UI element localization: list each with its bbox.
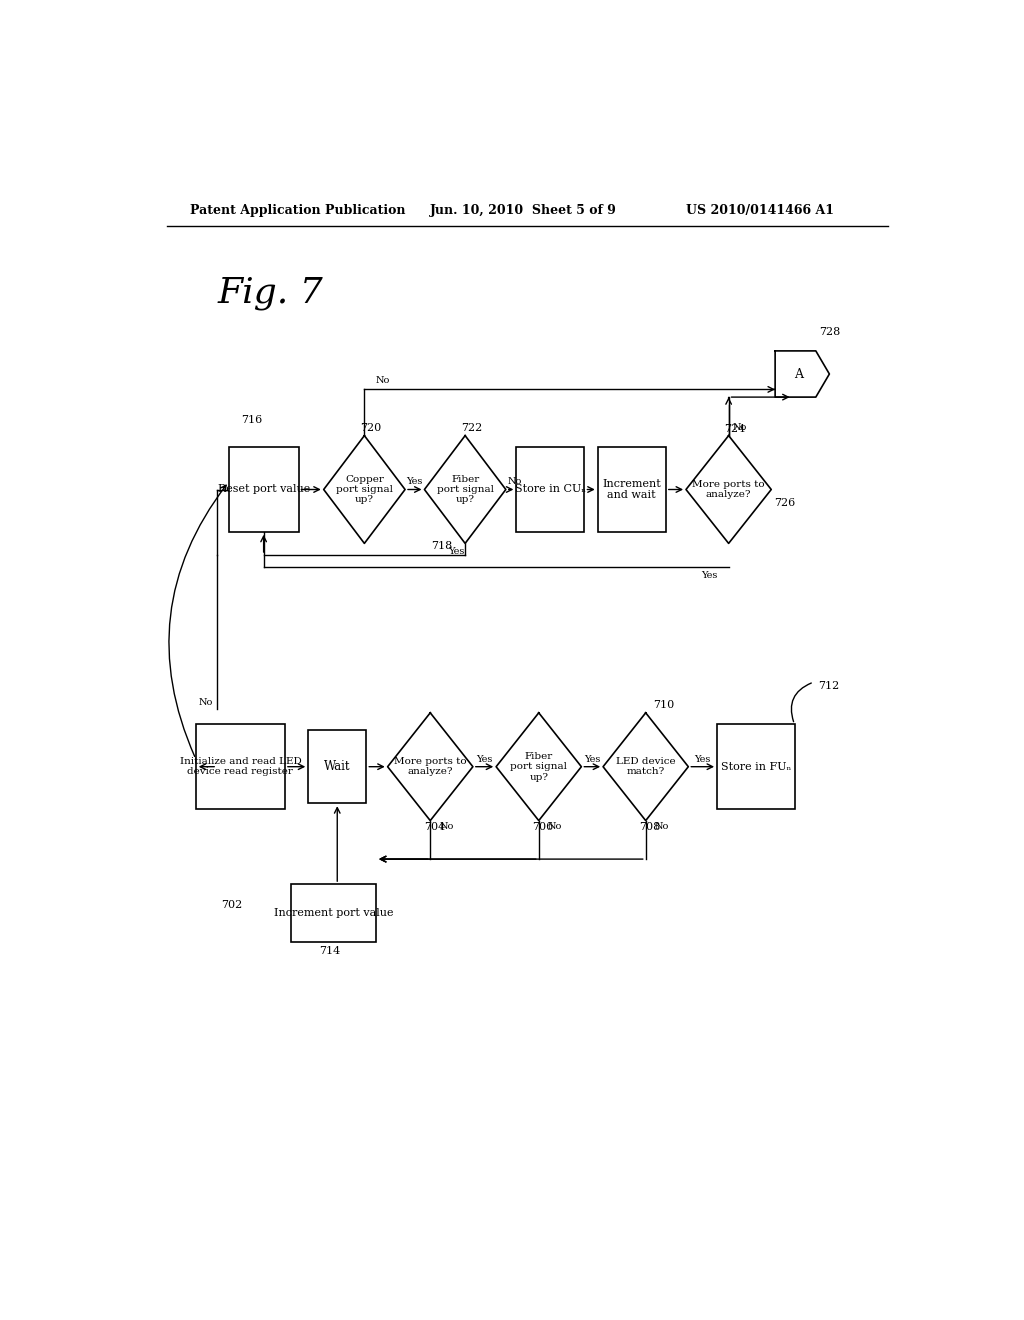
Text: Fig. 7: Fig. 7 (217, 276, 323, 310)
Text: Wait: Wait (324, 760, 350, 774)
Text: No: No (655, 822, 670, 832)
Text: More ports to
analyze?: More ports to analyze? (394, 756, 467, 776)
Polygon shape (388, 713, 473, 821)
Polygon shape (686, 436, 771, 544)
Text: No: No (439, 822, 454, 832)
Text: No: No (376, 376, 390, 384)
Text: Yes: Yes (447, 546, 464, 556)
Text: Store in CUₙ: Store in CUₙ (515, 484, 586, 495)
Text: Yes: Yes (407, 478, 423, 486)
Text: Patent Application Publication: Patent Application Publication (190, 205, 406, 218)
Polygon shape (424, 436, 506, 544)
Bar (717, 725, 795, 809)
Text: No: No (199, 698, 213, 708)
Polygon shape (496, 713, 582, 821)
Text: No: No (508, 478, 522, 486)
Text: 722: 722 (461, 422, 482, 433)
Polygon shape (324, 436, 406, 544)
Text: No: No (733, 424, 748, 433)
Text: 728: 728 (819, 326, 840, 337)
Bar (308, 730, 367, 804)
Text: A: A (794, 367, 803, 380)
Text: 718: 718 (431, 541, 453, 550)
Text: More ports to
analyze?: More ports to analyze? (692, 479, 765, 499)
Text: Yes: Yes (584, 755, 600, 763)
Text: Reset port value: Reset port value (217, 484, 309, 495)
Polygon shape (603, 713, 688, 821)
Text: 724: 724 (724, 425, 745, 434)
Bar (196, 725, 285, 809)
Text: Yes: Yes (694, 755, 711, 763)
Text: 714: 714 (318, 946, 340, 956)
Bar (291, 884, 376, 942)
Text: Store in FUₙ: Store in FUₙ (721, 762, 791, 772)
Bar (228, 447, 299, 532)
Text: LED device
match?: LED device match? (615, 756, 676, 776)
Text: No: No (548, 822, 562, 832)
Text: Yes: Yes (476, 755, 493, 763)
Text: 702: 702 (221, 900, 243, 911)
Text: 716: 716 (242, 416, 262, 425)
Text: 706: 706 (532, 822, 554, 832)
Text: Fiber
port signal
up?: Fiber port signal up? (436, 475, 494, 504)
Text: Yes: Yes (701, 572, 718, 581)
Text: 708: 708 (640, 822, 660, 832)
Text: Jun. 10, 2010  Sheet 5 of 9: Jun. 10, 2010 Sheet 5 of 9 (430, 205, 617, 218)
Bar (516, 447, 585, 532)
Text: Initialize and read LED
device read register: Initialize and read LED device read regi… (179, 756, 301, 776)
Text: 712: 712 (818, 681, 839, 690)
Text: Fiber
port signal
up?: Fiber port signal up? (510, 752, 567, 781)
Text: US 2010/0141466 A1: US 2010/0141466 A1 (686, 205, 834, 218)
Text: 704: 704 (424, 822, 445, 832)
Text: Copper
port signal
up?: Copper port signal up? (336, 475, 393, 504)
Text: 710: 710 (653, 700, 675, 710)
Text: Increment
and wait: Increment and wait (602, 479, 662, 500)
Text: Increment port value: Increment port value (273, 908, 393, 917)
Bar (598, 447, 666, 532)
Text: 720: 720 (360, 422, 381, 433)
Text: 726: 726 (774, 499, 796, 508)
Polygon shape (775, 351, 829, 397)
